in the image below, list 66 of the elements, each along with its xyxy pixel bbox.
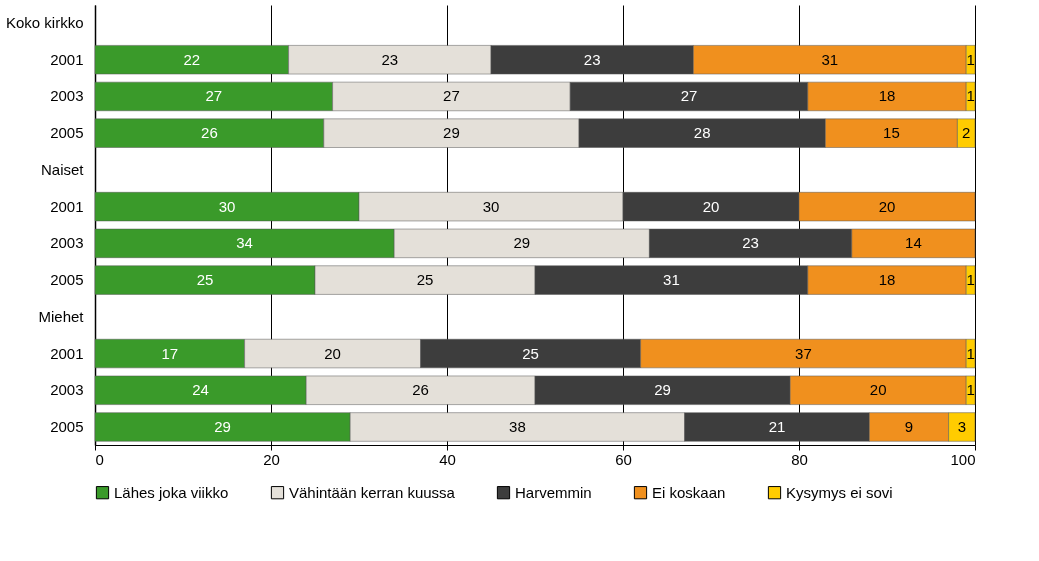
data-label: 25 — [416, 271, 434, 289]
y-tick-label: 2003 — [50, 87, 84, 105]
data-label: 29 — [443, 124, 460, 142]
data-label: 18 — [878, 271, 896, 289]
data-label: 23 — [583, 50, 601, 68]
data-label: 25 — [196, 271, 214, 289]
data-label: 25 — [522, 344, 539, 362]
y-tick-label: 2001 — [50, 344, 84, 362]
x-tick-label: 40 — [439, 450, 456, 468]
data-label: 26 — [201, 124, 218, 142]
data-label: 30 — [482, 197, 500, 215]
y-tick-label: 2005 — [50, 271, 84, 289]
data-label: 23 — [742, 234, 759, 252]
legend-label: Vähintään kerran kuussa — [289, 483, 456, 501]
x-tick-label: 20 — [263, 450, 280, 468]
data-label: 2 — [962, 124, 971, 142]
x-tick-label: 0 — [95, 450, 104, 468]
x-tick-label: 100 — [950, 450, 976, 468]
data-label: 31 — [663, 271, 680, 289]
x-tick-label: 60 — [615, 450, 632, 468]
data-label: 34 — [236, 234, 253, 252]
y-tick-label: 2005 — [50, 418, 84, 435]
y-tick-label: Naiset — [40, 160, 85, 178]
data-label: 17 — [161, 344, 179, 362]
data-label: 20 — [324, 344, 341, 362]
data-label: 29 — [654, 381, 671, 399]
data-label: 1 — [966, 271, 975, 289]
legend-label: Kysymys ei sovi — [786, 483, 893, 501]
y-tick-label: Koko kirkko — [5, 14, 84, 31]
data-label: 1 — [966, 381, 975, 399]
data-label: 3 — [957, 418, 966, 435]
data-label: 27 — [443, 87, 460, 105]
y-tick-label: 2001 — [50, 197, 84, 215]
data-label: 1 — [966, 87, 975, 105]
y-tick-label: 2003 — [50, 234, 84, 252]
y-tick-label: 2001 — [50, 50, 84, 68]
data-label: 26 — [412, 381, 429, 399]
data-label: 38 — [509, 418, 526, 435]
data-label: 20 — [878, 197, 896, 215]
data-label: 28 — [693, 124, 711, 142]
data-label: 29 — [214, 418, 231, 435]
data-label: 20 — [702, 197, 720, 215]
data-label: 27 — [205, 87, 223, 105]
data-label: 22 — [183, 50, 201, 68]
data-label: 14 — [905, 234, 922, 252]
y-tick-label: 2005 — [50, 124, 84, 142]
legend-label: Harvemmin — [515, 483, 592, 501]
data-label: 21 — [768, 418, 786, 435]
data-label: 15 — [883, 124, 900, 142]
data-label: 24 — [192, 381, 209, 399]
y-tick-label: 2003 — [50, 381, 84, 399]
x-tick-label: 80 — [791, 450, 808, 468]
data-label: 23 — [381, 50, 399, 68]
y-tick-label: Miehet — [38, 307, 85, 325]
data-label: 18 — [878, 87, 896, 105]
data-label: 20 — [869, 381, 887, 399]
data-label: 9 — [904, 418, 914, 435]
data-label: 31 — [821, 50, 839, 68]
data-label: 1 — [966, 344, 975, 362]
legend-label: Ei koskaan — [652, 483, 726, 501]
data-label: 37 — [795, 344, 812, 362]
data-label: 1 — [966, 50, 975, 68]
data-label: 30 — [218, 197, 236, 215]
data-label: 27 — [680, 87, 698, 105]
data-label: 29 — [513, 234, 531, 252]
legend-label: Lähes joka viikko — [114, 483, 229, 501]
